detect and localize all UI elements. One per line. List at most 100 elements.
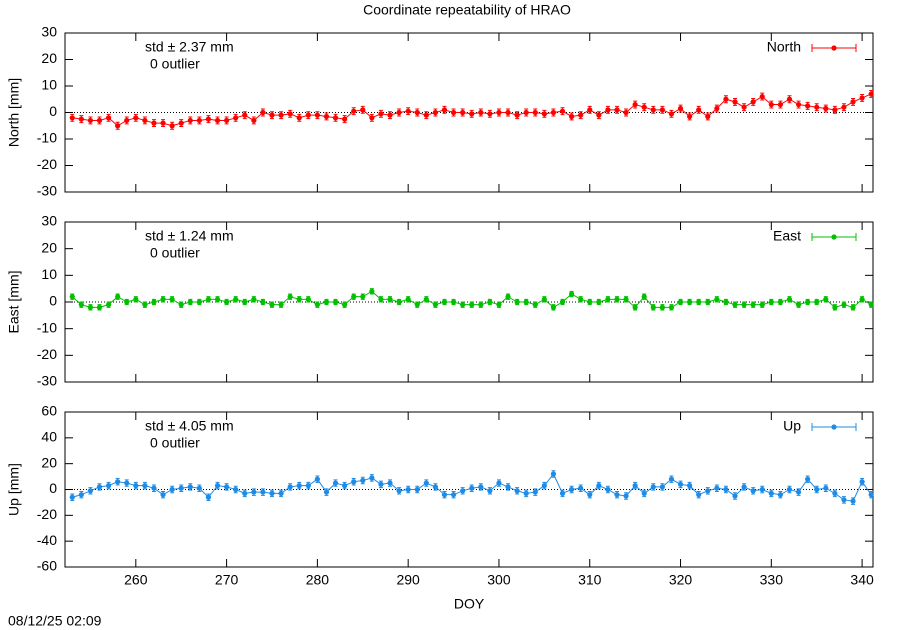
data-point xyxy=(323,489,330,495)
data-point xyxy=(251,117,257,124)
timestamp: 08/12/25 02:09 xyxy=(8,613,102,629)
data-point xyxy=(423,480,429,486)
y-tick-label: 0 xyxy=(49,103,57,119)
data-point xyxy=(659,107,665,113)
data-point xyxy=(405,108,411,114)
data-point xyxy=(541,111,547,117)
data-point xyxy=(178,302,184,308)
data-point xyxy=(260,299,266,305)
data-point xyxy=(314,112,320,118)
data-point xyxy=(360,107,366,113)
data-point xyxy=(278,302,284,308)
data-point xyxy=(441,492,448,498)
data-point xyxy=(478,109,484,116)
data-point xyxy=(768,299,774,305)
x-tick-label: 290 xyxy=(396,572,420,588)
data-point xyxy=(859,296,865,302)
data-point xyxy=(396,488,402,494)
data-point xyxy=(450,109,457,116)
data-point xyxy=(668,476,675,482)
data-point xyxy=(650,107,656,113)
data-point xyxy=(568,486,575,493)
data-point xyxy=(559,299,566,305)
data-point xyxy=(69,115,75,121)
data-point xyxy=(414,109,420,116)
data-point xyxy=(142,483,148,489)
data-point xyxy=(732,493,738,499)
data-point xyxy=(133,296,139,302)
data-point xyxy=(714,296,720,302)
data-point xyxy=(205,296,212,302)
data-point xyxy=(759,302,765,308)
data-point xyxy=(550,304,557,310)
data-point xyxy=(160,120,166,126)
data-point xyxy=(405,486,411,493)
y-axis-label: East [mm] xyxy=(6,270,22,333)
data-point xyxy=(196,117,202,124)
data-point xyxy=(242,299,248,305)
data-point xyxy=(532,302,538,308)
data-point xyxy=(714,105,720,112)
data-point xyxy=(705,488,711,494)
data-point xyxy=(496,109,502,116)
data-point xyxy=(205,494,212,500)
x-tick-label: 330 xyxy=(760,572,784,588)
data-point xyxy=(723,299,729,305)
chart-title: Coordinate repeatability of HRAO xyxy=(363,2,571,18)
y-tick-label: 20 xyxy=(41,454,57,470)
data-point xyxy=(696,107,702,113)
data-point xyxy=(342,302,348,308)
data-point xyxy=(296,296,302,302)
data-point xyxy=(423,112,429,118)
data-point xyxy=(305,296,311,302)
data-point xyxy=(759,486,765,493)
data-point xyxy=(78,116,84,122)
data-point xyxy=(550,109,557,116)
data-point xyxy=(786,96,793,102)
data-point xyxy=(478,302,484,308)
data-point xyxy=(805,299,811,305)
data-point xyxy=(568,113,575,120)
data-point xyxy=(777,101,783,108)
data-point xyxy=(351,108,357,114)
data-point xyxy=(832,490,838,496)
data-point xyxy=(805,476,811,482)
data-point xyxy=(578,112,584,118)
data-point xyxy=(777,299,783,305)
data-point xyxy=(105,302,112,308)
data-point xyxy=(578,485,584,491)
data-point xyxy=(487,111,493,117)
data-point xyxy=(668,111,675,117)
data-point xyxy=(251,296,257,302)
data-point xyxy=(178,485,184,491)
y-tick-label: -10 xyxy=(37,319,57,335)
data-point xyxy=(142,117,148,124)
data-point xyxy=(541,483,547,489)
data-point xyxy=(632,101,638,108)
data-point xyxy=(641,104,647,110)
data-point xyxy=(823,296,829,302)
data-point xyxy=(387,112,393,118)
data-point xyxy=(287,294,293,300)
y-tick-label: -40 xyxy=(37,532,57,548)
legend-marker xyxy=(831,45,837,51)
data-point xyxy=(550,471,557,477)
data-point xyxy=(460,488,466,494)
data-point xyxy=(614,296,620,302)
data-point xyxy=(732,302,738,308)
data-point xyxy=(142,302,148,308)
data-point xyxy=(514,112,520,118)
data-point xyxy=(786,486,793,493)
y-tick-label: -20 xyxy=(37,506,57,522)
data-point xyxy=(169,486,175,493)
legend-label: North xyxy=(767,39,801,55)
data-point xyxy=(850,498,856,504)
data-point xyxy=(523,490,529,496)
data-point xyxy=(605,486,611,493)
std-annotation: std ± 1.24 mm xyxy=(145,228,234,244)
data-point xyxy=(287,484,293,490)
y-tick-label: -30 xyxy=(37,373,57,389)
data-point xyxy=(296,483,302,489)
data-point xyxy=(450,299,457,305)
data-point xyxy=(87,304,94,310)
